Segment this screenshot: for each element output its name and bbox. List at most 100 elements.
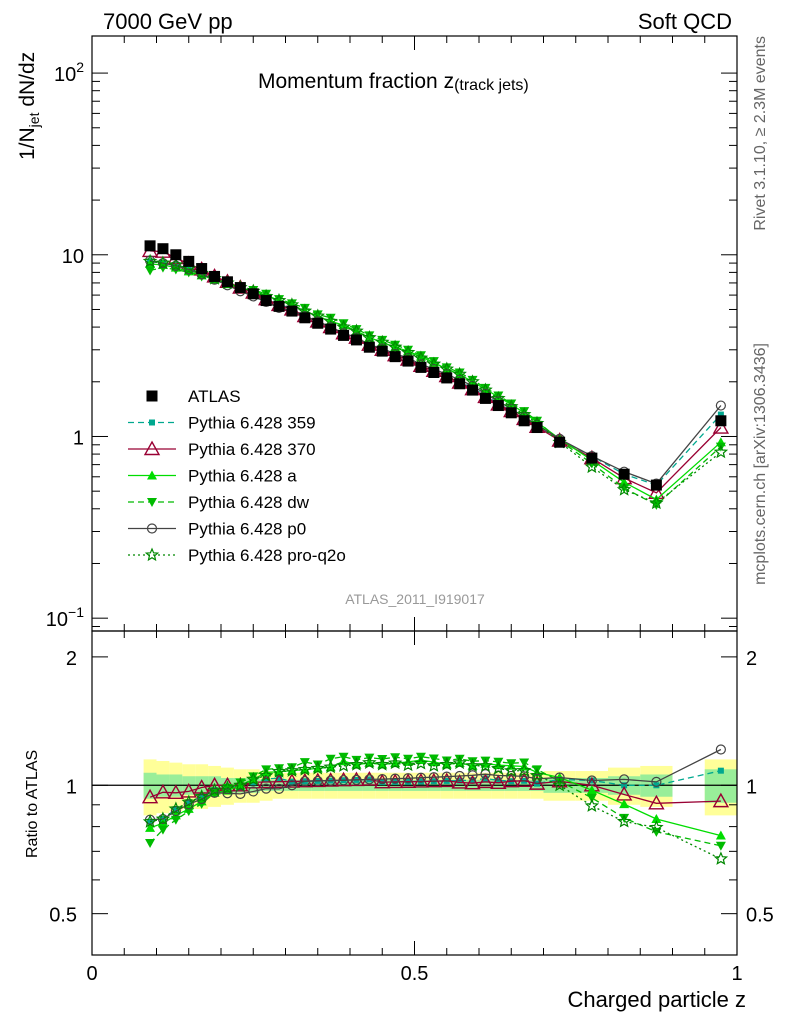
legend-marker — [147, 498, 157, 507]
legend-marker — [144, 547, 160, 562]
series-point — [712, 419, 730, 434]
ratio-series-point — [441, 771, 452, 782]
atlas-point — [273, 300, 285, 312]
ratio-series-point — [415, 772, 427, 783]
ratio-series-point — [529, 768, 545, 782]
ratio-series-point — [554, 772, 565, 783]
main-ylabel-sub: jet — [26, 112, 42, 128]
legend-entry: Pythia 6.428 370 — [128, 440, 316, 459]
ratio-series-point — [283, 773, 301, 788]
series-point — [616, 482, 632, 496]
ratio-series-point — [235, 778, 246, 788]
ratio-series-point — [145, 839, 156, 849]
ratio-series-point — [274, 764, 285, 774]
ratio-series-point — [170, 805, 181, 817]
atlas-point — [221, 276, 233, 288]
ratio-series-point — [183, 807, 194, 817]
ratio-series-point — [651, 814, 662, 824]
ratio-series-point — [168, 801, 184, 816]
ratio-series-point — [464, 774, 481, 790]
series-point — [312, 310, 323, 320]
main-y-tick-label-exp: 2 — [76, 59, 84, 75]
ratio-series-point — [145, 822, 156, 832]
series-point — [415, 351, 426, 361]
mcplots-label: mcplots.cern.ch [arXiv:1306.3436] — [752, 343, 769, 585]
ratio-series-point — [167, 784, 185, 800]
main-ylabel-b: dN/dz — [16, 52, 39, 113]
legend-marker — [146, 390, 158, 402]
atlas-point — [299, 312, 311, 324]
ratio-series-point — [426, 758, 442, 772]
header-energy-label: 7000 GeV pp — [103, 9, 233, 34]
ratio-series-point — [258, 768, 274, 782]
ratio-series-point — [349, 757, 364, 771]
ratio-series-point — [361, 770, 378, 786]
atlas-point — [325, 323, 337, 335]
main-y-tick-label-base: 1 — [73, 427, 84, 449]
ratio-series-point — [296, 772, 314, 788]
ratio-series-point — [312, 760, 323, 770]
ratio-series-point — [390, 773, 401, 784]
ratio-series-point — [402, 773, 414, 784]
main-y-tick-label: 1 — [73, 427, 84, 449]
ratio-series-point — [207, 782, 222, 797]
atlas-point — [618, 468, 630, 480]
ratio-series-point — [454, 754, 465, 764]
ratio-series-point — [172, 805, 179, 812]
ratio-frame — [91, 630, 738, 956]
ratio-y-tick-label-right: 0.5 — [746, 905, 774, 927]
series-point — [274, 295, 285, 305]
ratio-y-tick-label-right: 1 — [746, 776, 757, 798]
legend-marker — [143, 440, 161, 456]
series-point — [362, 330, 377, 344]
ratio-series-point — [552, 777, 567, 792]
series-point — [299, 303, 310, 313]
ratio-series-point — [297, 761, 313, 776]
series-point — [619, 484, 630, 494]
ratio-series-point — [413, 755, 429, 770]
atlas-point — [531, 422, 543, 434]
ratio-series-point — [362, 755, 377, 769]
series-point — [465, 374, 480, 388]
ratio-panel: 0.5 0.5 1 1 2 2 0 0.5 1 — [49, 630, 774, 985]
atlas-point — [183, 255, 195, 267]
analysis-watermark: ATLAS_2011_I919017 — [345, 591, 485, 607]
legend-entry: Pythia 6.428 pro-q2o — [128, 546, 346, 565]
ratio-series-point — [245, 771, 261, 786]
ratio-series-point — [584, 798, 600, 812]
series-point — [717, 411, 724, 418]
atlas-point — [247, 288, 259, 300]
ratio-series-point — [220, 780, 235, 795]
legend-label: Pythia 6.428 359 — [188, 414, 316, 433]
ratio-series-point — [377, 774, 388, 785]
ratio-series-point — [452, 755, 467, 770]
ratio-series-point — [170, 815, 181, 825]
ratio-series-line — [150, 748, 722, 821]
main-y-tick-label: 10−1 — [46, 604, 84, 631]
series-point — [519, 407, 530, 417]
main-y-tick-label-base: 10 — [54, 64, 76, 86]
series-point — [428, 357, 439, 367]
legend-entry: Pythia 6.428 a — [128, 467, 297, 486]
atlas-point — [467, 384, 479, 396]
series-point — [649, 495, 664, 510]
atlas-point — [338, 329, 350, 341]
ratio-band-inner — [704, 769, 737, 803]
ratio-series-point — [467, 770, 478, 781]
ratio-series-point — [480, 769, 491, 780]
ratio-series-point — [586, 785, 597, 795]
atlas-point — [492, 400, 504, 412]
series-point — [325, 313, 336, 323]
x-tick-label: 0.5 — [401, 963, 429, 985]
ratio-series-point — [619, 774, 630, 785]
ratio-series-point — [336, 758, 351, 772]
series-point — [452, 366, 467, 381]
ratio-series-point — [196, 799, 207, 809]
ratio-series-point — [586, 775, 597, 786]
legend-label: Pythia 6.428 p0 — [188, 520, 306, 539]
ratio-series-point — [519, 771, 530, 782]
ratio-axis-ticks: 0.5 0.5 1 1 2 2 0 0.5 1 — [49, 631, 774, 985]
ratio-series-point — [653, 782, 660, 789]
series-point — [493, 391, 504, 401]
